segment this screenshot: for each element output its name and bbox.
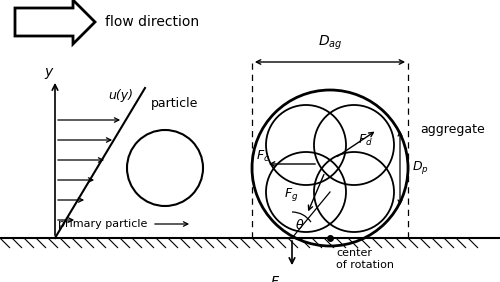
Text: $F_c$: $F_c$ <box>256 148 270 164</box>
Text: $F_a$: $F_a$ <box>270 275 285 282</box>
Text: $D_p$: $D_p$ <box>412 160 429 177</box>
Text: center
of rotation: center of rotation <box>336 248 394 270</box>
Text: aggregate: aggregate <box>420 124 485 136</box>
Text: particle: particle <box>152 98 198 111</box>
Text: flow direction: flow direction <box>105 15 199 29</box>
Text: $D_{ag}$: $D_{ag}$ <box>318 34 342 52</box>
Text: $F_d$: $F_d$ <box>358 133 373 148</box>
Text: y: y <box>44 65 52 79</box>
Text: $F_g$: $F_g$ <box>284 186 298 203</box>
Text: primary particle: primary particle <box>58 219 148 229</box>
Polygon shape <box>15 0 95 44</box>
Text: $\theta$: $\theta$ <box>296 218 304 232</box>
Text: u(y): u(y) <box>108 89 133 102</box>
